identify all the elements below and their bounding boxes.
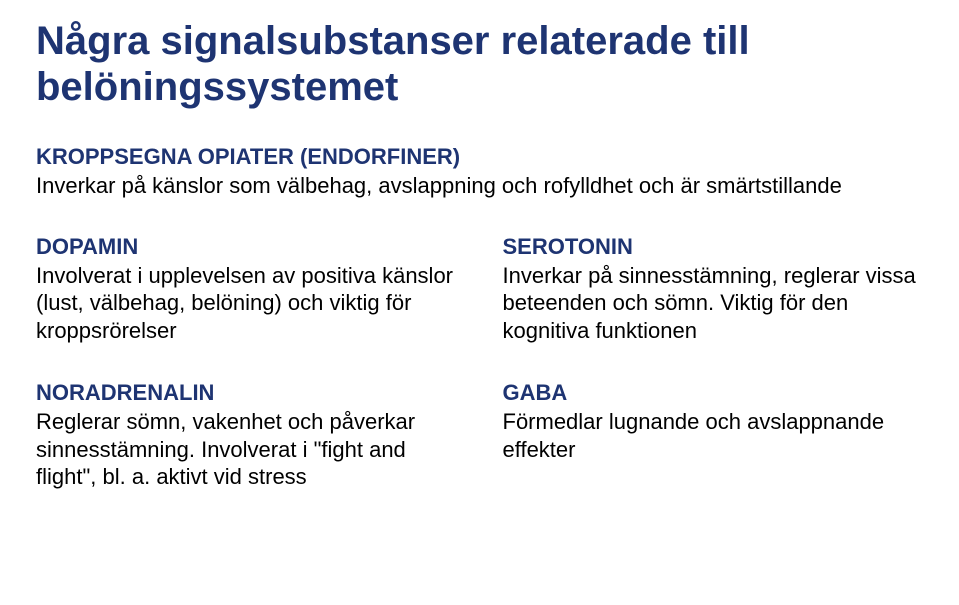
intro-body: Inverkar på känslor som välbehag, avslap…	[36, 172, 916, 200]
gaba-heading: GABA	[503, 380, 930, 406]
gaba-body: Förmedlar lugnande och avslappnande effe…	[503, 408, 930, 463]
gaba-section: GABA Förmedlar lugnande och avslappnande…	[503, 380, 930, 527]
dopamin-section: DOPAMIN Involverat i upplevelsen av posi…	[36, 234, 463, 381]
noradrenalin-body: Reglerar sömn, vakenhet och påverkar sin…	[36, 408, 463, 491]
row-1: DOPAMIN Involverat i upplevelsen av posi…	[36, 234, 929, 381]
dopamin-body: Involverat i upplevelsen av positiva kän…	[36, 262, 463, 345]
row-2: NORADRENALIN Reglerar sömn, vakenhet och…	[36, 380, 929, 527]
slide: Några signalsubstanser relaterade till b…	[0, 0, 959, 527]
page-title: Några signalsubstanser relaterade till b…	[36, 18, 929, 110]
intro-heading: KROPPSEGNA OPIATER (ENDORFINER)	[36, 144, 929, 170]
noradrenalin-heading: NORADRENALIN	[36, 380, 463, 406]
serotonin-heading: SEROTONIN	[503, 234, 930, 260]
serotonin-section: SEROTONIN Inverkar på sinnesstämning, re…	[503, 234, 930, 381]
intro-section: KROPPSEGNA OPIATER (ENDORFINER) Inverkar…	[36, 144, 929, 200]
noradrenalin-section: NORADRENALIN Reglerar sömn, vakenhet och…	[36, 380, 463, 527]
serotonin-body: Inverkar på sinnesstämning, reglerar vis…	[503, 262, 930, 345]
dopamin-heading: DOPAMIN	[36, 234, 463, 260]
